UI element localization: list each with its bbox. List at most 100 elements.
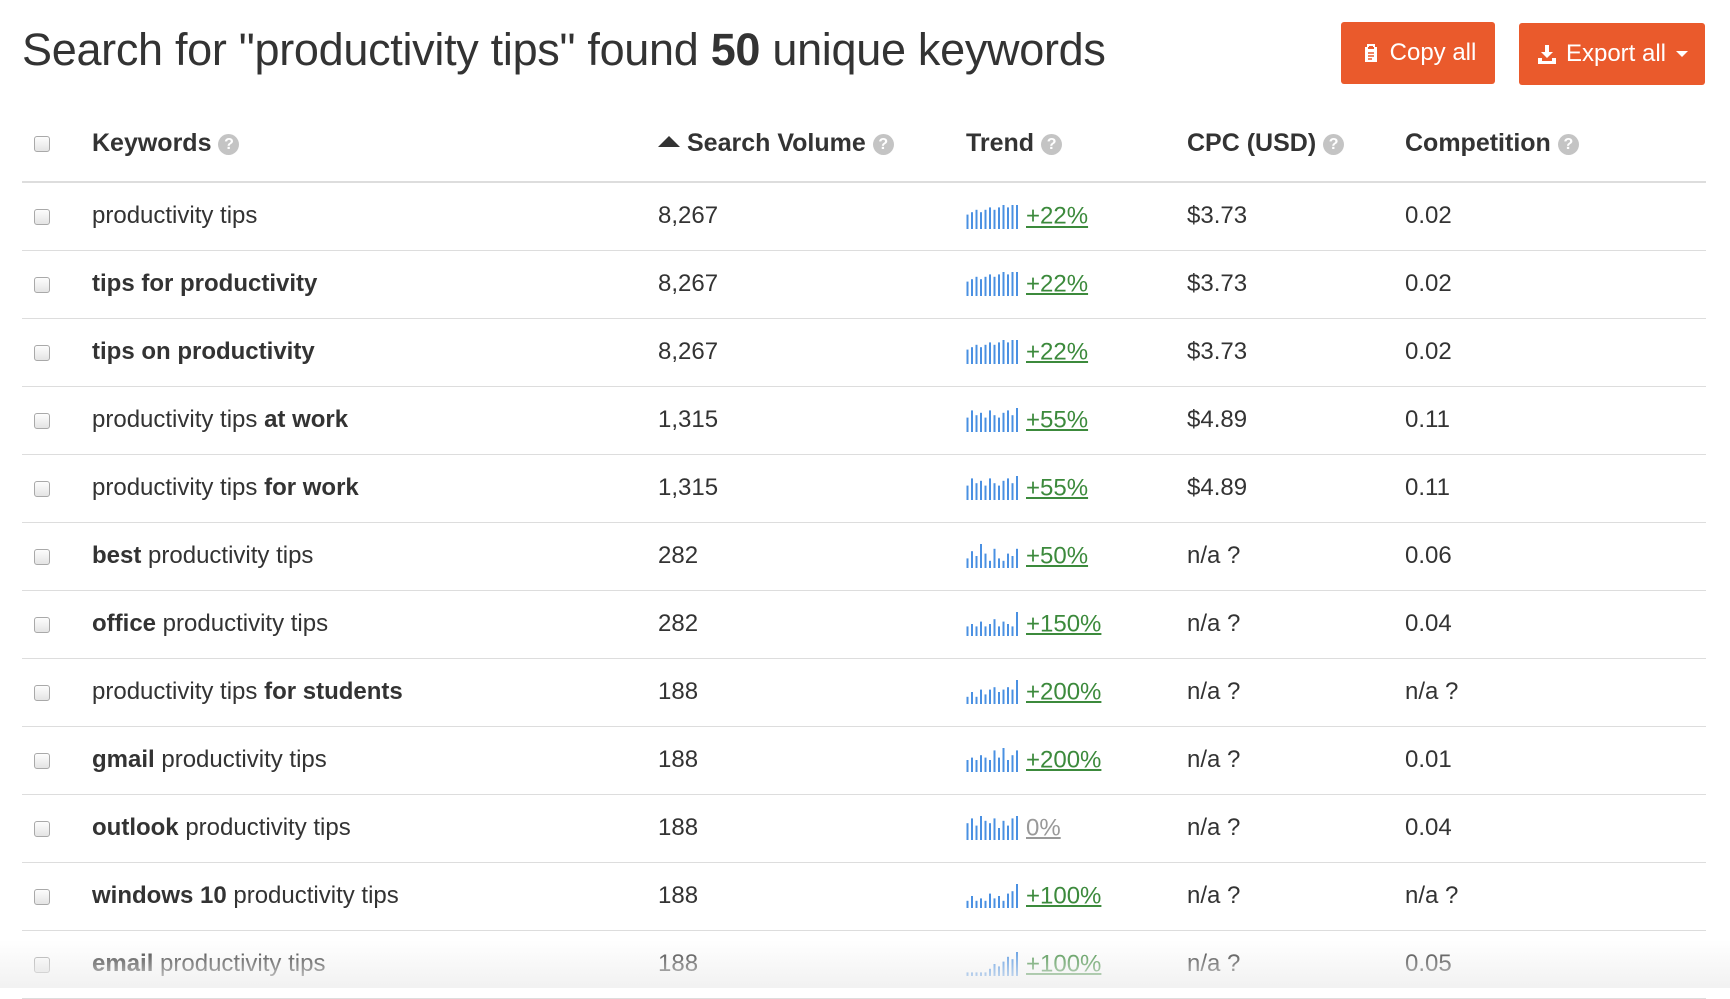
keyword-cell: windows 10 productivity tips [92, 862, 658, 930]
row-checkbox[interactable] [34, 616, 50, 633]
sparkline-bar [966, 558, 969, 569]
column-header-competition[interactable]: Competition? [1405, 106, 1706, 183]
trend-percent-link[interactable]: +55% [1026, 474, 1089, 502]
row-checkbox[interactable] [34, 820, 50, 837]
table-row[interactable]: tips for productivity 8,267 +22% $3.73 0.02 [22, 250, 1706, 318]
copy-all-button[interactable]: Copy all [1341, 22, 1495, 84]
sparkline-bar [966, 760, 969, 773]
column-header-search-volume[interactable]: Search Volume? [658, 106, 966, 183]
sparkline-bar [993, 415, 996, 433]
row-checkbox[interactable] [34, 684, 50, 701]
sparkline-bar [966, 823, 969, 841]
trend-percent-link[interactable]: +150% [1026, 610, 1102, 638]
column-label-keywords: Keywords [92, 129, 212, 157]
column-header-keywords[interactable]: Keywords? [92, 106, 658, 183]
cpc-cell: n/a ? [1187, 814, 1241, 841]
row-checkbox[interactable] [34, 208, 50, 225]
column-header-cpc[interactable]: CPC (USD)? [1187, 106, 1405, 183]
sparkline-bar [980, 544, 982, 569]
row-checkbox[interactable] [34, 480, 50, 497]
sparkline-bar [1016, 680, 1018, 705]
keyword-highlight: email [92, 950, 154, 977]
sparkline-bar [984, 757, 987, 773]
help-icon[interactable]: ? [872, 134, 894, 155]
keywords-table: Keywords? Search Volume? Trend? CPC (USD… [22, 106, 1706, 999]
trend-percent-link[interactable]: +22% [1026, 202, 1089, 230]
sparkline-bar [971, 972, 973, 977]
sparkline-bar [1007, 410, 1009, 433]
trend-percent-link[interactable]: +22% [1026, 270, 1089, 298]
sparkline-bar [993, 687, 996, 705]
sparkline-bar [971, 896, 973, 909]
table-row[interactable]: best productivity tips 282 +50% n/a ? 0.06 [22, 522, 1706, 590]
trend-percent-link[interactable]: 0% [1026, 814, 1061, 842]
row-checkbox[interactable] [34, 344, 50, 361]
row-checkbox[interactable] [34, 956, 50, 973]
table-row[interactable]: outlook productivity tips 188 0% n/a ? 0.04 [22, 794, 1706, 862]
help-icon[interactable]: ? [218, 134, 240, 155]
trend-percent-link[interactable]: +200% [1026, 678, 1102, 706]
sparkline-bar [975, 760, 978, 773]
row-checkbox[interactable] [34, 888, 50, 905]
keyword-text: productivity tips [154, 746, 327, 773]
trend-sparkline [966, 612, 1018, 637]
table-row[interactable]: windows 10 productivity tips 188 +100% n/a … [22, 862, 1706, 930]
sparkline-bar [998, 206, 1000, 229]
table-row[interactable]: gmail productivity tips 188 +200% n/a ? 0.01 [22, 726, 1706, 794]
select-all-checkbox[interactable] [34, 136, 50, 153]
sparkline-bar [998, 626, 1000, 637]
row-checkbox[interactable] [34, 548, 50, 565]
table-row[interactable]: productivity tips at work 1,315 +55% $4.89 0… [22, 386, 1706, 454]
table-row[interactable]: tips on productivity 8,267 +22% $3.73 0.02 [22, 318, 1706, 386]
search-volume-cell: 1,315 [658, 474, 719, 501]
sparkline-bar [1002, 413, 1005, 433]
table-row[interactable]: productivity tips for students 188 +200% n/… [22, 658, 1706, 726]
keyword-highlight: gmail [92, 746, 155, 773]
sparkline-bar [984, 694, 987, 705]
sparkline-bar [971, 757, 973, 773]
row-select-cell [22, 522, 92, 590]
sparkline-bar [1007, 478, 1009, 501]
trend-percent-link[interactable]: +100% [1026, 882, 1102, 910]
keyword-cell: outlook productivity tips [92, 794, 658, 862]
sparkline-bar [1011, 340, 1014, 365]
row-select-cell [22, 862, 92, 930]
sparkline-bar [989, 561, 991, 569]
table-row[interactable]: productivity tips 8,267 +22% $3.73 0.02 [22, 182, 1706, 250]
sparkline-bar [993, 619, 996, 637]
trend-percent-link[interactable]: +50% [1026, 542, 1089, 570]
table-header-row: Keywords? Search Volume? Trend? CPC (USD… [22, 106, 1706, 183]
title-suffix: unique keywords [760, 24, 1106, 75]
row-checkbox[interactable] [34, 752, 50, 769]
sparkline-bar [1011, 689, 1014, 705]
help-icon[interactable]: ? [1323, 134, 1345, 155]
sparkline-bar [975, 626, 978, 637]
keyword-highlight: outlook [92, 814, 179, 841]
sparkline-bar [966, 626, 969, 637]
column-label-competition: Competition [1405, 129, 1551, 157]
sparkline-bar [998, 558, 1000, 569]
row-checkbox[interactable] [34, 276, 50, 293]
sparkline-bar [1016, 750, 1018, 773]
table-row[interactable]: productivity tips for work 1,315 +55% $4.89… [22, 454, 1706, 522]
trend-sparkline [966, 748, 1018, 773]
row-checkbox[interactable] [34, 412, 50, 429]
table-row[interactable]: office productivity tips 282 +150% n/a ? 0.0… [22, 590, 1706, 658]
search-volume-cell: 188 [658, 746, 699, 773]
trend-percent-link[interactable]: +100% [1026, 950, 1102, 978]
trend-cell: +55% [966, 454, 1187, 522]
trend-sparkline [966, 816, 1018, 841]
trend-percent-link[interactable]: +200% [1026, 746, 1102, 774]
sparkline-bar [989, 410, 991, 433]
trend-percent-link[interactable]: +55% [1026, 406, 1089, 434]
help-icon[interactable]: ? [1041, 134, 1063, 155]
column-header-trend[interactable]: Trend? [966, 106, 1187, 183]
trend-cell: +50% [966, 522, 1187, 590]
keyword-count: 50 [710, 24, 761, 75]
sparkline-bar [971, 478, 973, 501]
export-all-button[interactable]: Export all [1519, 23, 1705, 85]
help-icon[interactable]: ? [1557, 134, 1579, 155]
cpc-cell: $3.73 [1187, 202, 1248, 230]
trend-sparkline [966, 340, 1018, 365]
trend-percent-link[interactable]: +22% [1026, 338, 1089, 366]
